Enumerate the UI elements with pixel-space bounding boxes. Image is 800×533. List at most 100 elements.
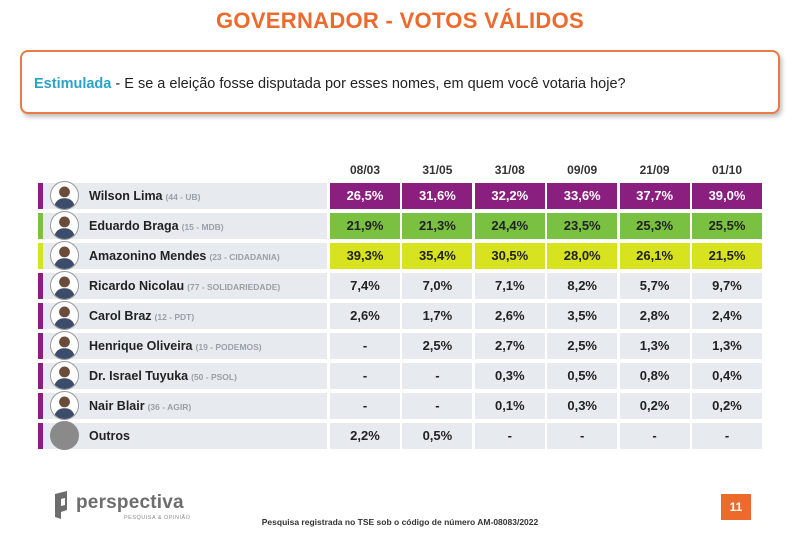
- value-cell: 0,1%: [474, 393, 545, 419]
- value-cell: -: [330, 393, 400, 419]
- value-cell: 25,5%: [692, 213, 762, 239]
- value-cell: 0,4%: [692, 363, 762, 389]
- column-header: 21/09: [639, 163, 670, 177]
- candidate-cell: Carol Braz (12 - PDT): [43, 301, 329, 330]
- value-cell: 9,7%: [692, 273, 762, 299]
- candidate-party: (50 - PSOL): [191, 372, 237, 382]
- value-cell: -: [330, 333, 400, 359]
- logo-tagline: PESQUISA & OPINIÃO: [124, 515, 191, 521]
- candidate-cell: Nair Blair (36 - AGIR): [43, 391, 329, 420]
- candidate-name-text: Dr. Israel Tuyuka: [89, 369, 189, 383]
- table-row: Eduardo Braga (15 - MDB) 21,9% 21,3% 24,4% 23…: [38, 211, 764, 240]
- value-cell: 26,5%: [330, 183, 400, 209]
- value-cell: -: [619, 423, 690, 449]
- value-cell: 32,2%: [474, 183, 545, 209]
- candidate-name-text: Henrique Oliveira: [89, 339, 193, 353]
- value-cell: 7,1%: [474, 273, 545, 299]
- value-cell: 39,0%: [692, 183, 762, 209]
- candidate-name: Ricardo Nicolau (77 - SOLIDARIEDADE): [89, 279, 280, 293]
- perspectiva-logo: perspectiva PESQUISA & OPINIÃO: [52, 490, 192, 524]
- candidate-name-text: Wilson Lima: [89, 189, 163, 203]
- row-marker: [38, 423, 43, 449]
- value-cell: 21,5%: [692, 243, 762, 269]
- results-table: Wilson Lima (44 - UB) 26,5% 31,6% 32,2% 33,6%…: [38, 181, 764, 453]
- value-cell: -: [547, 423, 618, 449]
- value-cell: 2,6%: [330, 303, 400, 329]
- value-cell: -: [692, 423, 762, 449]
- candidate-party: (12 - PDT): [154, 312, 195, 322]
- value-cell: 31,6%: [402, 183, 473, 209]
- value-cell: 24,4%: [474, 213, 545, 239]
- value-cell: 0,3%: [547, 393, 618, 419]
- candidate-name: Outros: [89, 429, 130, 443]
- candidate-avatar-icon: [50, 211, 79, 240]
- candidate-cell: Dr. Israel Tuyuka (50 - PSOL): [43, 361, 329, 390]
- table-row: Ricardo Nicolau (77 - SOLIDARIEDADE) 7,4% 7…: [38, 271, 764, 300]
- value-cell: 2,7%: [474, 333, 545, 359]
- row-marker: [38, 333, 43, 359]
- candidate-avatar-icon: [50, 241, 79, 270]
- candidate-cell: Outros: [43, 421, 329, 450]
- column-header: 31/08: [494, 163, 525, 177]
- candidate-cell: Henrique Oliveira (19 - PODEMOS): [43, 331, 329, 360]
- value-cell: 33,6%: [547, 183, 618, 209]
- value-cell: 0,5%: [402, 423, 473, 449]
- row-marker: [38, 213, 43, 239]
- value-cell: 2,8%: [619, 303, 690, 329]
- candidate-avatar-icon: [50, 271, 79, 300]
- value-cell: 2,2%: [330, 423, 400, 449]
- candidate-avatar-icon: [50, 361, 79, 390]
- table-row: Carol Braz (12 - PDT) 2,6% 1,7% 2,6% 3,5% 2,8%…: [38, 301, 764, 330]
- value-cell: 0,2%: [619, 393, 690, 419]
- column-header: 31/05: [422, 163, 453, 177]
- candidate-name: Henrique Oliveira (19 - PODEMOS): [89, 339, 262, 353]
- value-cell: 1,7%: [402, 303, 473, 329]
- candidate-party: (19 - PODEMOS): [195, 342, 262, 352]
- value-cell: 2,5%: [402, 333, 473, 359]
- value-cell: 2,5%: [547, 333, 618, 359]
- table-row: Henrique Oliveira (19 - PODEMOS) -2,5% 2,7%…: [38, 331, 764, 360]
- candidate-name: Amazonino Mendes (23 - CIDADANIA): [89, 249, 280, 263]
- value-cell: -: [402, 393, 473, 419]
- candidate-party: (23 - CIDADANIA): [209, 252, 280, 262]
- row-marker: [38, 273, 43, 299]
- value-cell: 25,3%: [619, 213, 690, 239]
- value-cell: 7,4%: [330, 273, 400, 299]
- value-cell: -: [402, 363, 473, 389]
- candidate-name: Nair Blair (36 - AGIR): [89, 399, 191, 413]
- value-cell: 35,4%: [402, 243, 473, 269]
- value-cell: 7,0%: [402, 273, 473, 299]
- table-row: Amazonino Mendes (23 - CIDADANIA) 39,3% 35,…: [38, 241, 764, 270]
- candidate-cell: Amazonino Mendes (23 - CIDADANIA): [43, 241, 329, 270]
- page-number: 11: [721, 494, 751, 520]
- value-cell: 21,3%: [402, 213, 473, 239]
- candidate-name: Eduardo Braga (15 - MDB): [89, 219, 224, 233]
- table-row: Nair Blair (36 - AGIR) - -0,1% 0,3% 0,2% 0,2%: [38, 391, 764, 420]
- row-marker: [38, 363, 43, 389]
- candidate-name-text: Outros: [89, 429, 130, 443]
- value-cell: 28,0%: [547, 243, 618, 269]
- page-title: GOVERNADOR - VOTOS VÁLIDOS: [216, 8, 584, 33]
- candidate-avatar-icon: [50, 421, 79, 450]
- value-cell: 8,2%: [547, 273, 618, 299]
- value-cell: 0,8%: [619, 363, 690, 389]
- candidate-cell: Eduardo Braga (15 - MDB): [43, 211, 329, 240]
- perspectiva-logo-icon: [55, 491, 67, 519]
- candidate-name-text: Eduardo Braga: [89, 219, 179, 233]
- value-cell: 3,5%: [547, 303, 618, 329]
- candidate-avatar-icon: [50, 391, 79, 420]
- value-cell: 5,7%: [619, 273, 690, 299]
- value-cell: 21,9%: [330, 213, 400, 239]
- value-cell: -: [474, 423, 545, 449]
- candidate-name-text: Nair Blair: [89, 399, 145, 413]
- question-box: Estimulada - E se a eleição fosse disput…: [20, 50, 780, 114]
- candidate-name-text: Amazonino Mendes: [89, 249, 207, 263]
- candidate-name-text: Carol Braz: [89, 309, 152, 323]
- value-cell: 23,5%: [547, 213, 618, 239]
- row-marker: [38, 393, 43, 419]
- candidate-name: Dr. Israel Tuyuka (50 - PSOL): [89, 369, 237, 383]
- candidate-avatar-icon: [50, 301, 79, 330]
- row-marker: [38, 183, 43, 209]
- candidate-party: (77 - SOLIDARIEDADE): [187, 282, 281, 292]
- row-marker: [38, 303, 43, 329]
